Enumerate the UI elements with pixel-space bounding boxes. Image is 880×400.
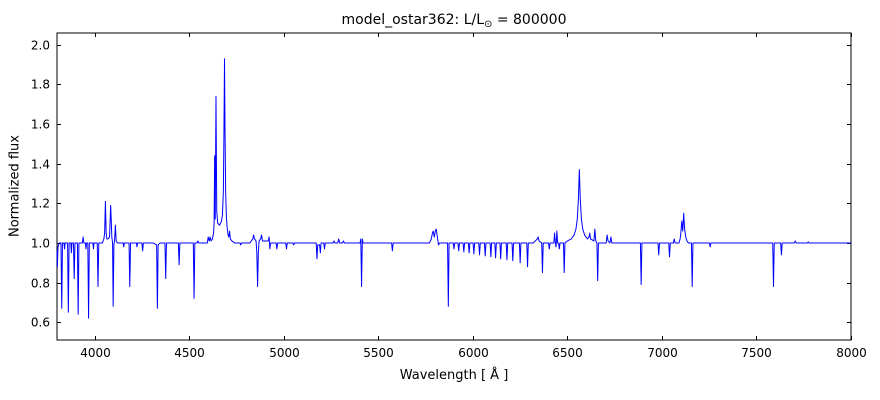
y-tick-label: 0.6 [31, 316, 50, 330]
y-tick-label: 1.0 [31, 237, 50, 251]
x-tick-label: 8000 [836, 346, 867, 360]
plot-title-suffix: = 800000 [492, 12, 567, 28]
x-tick-label: 4000 [80, 346, 111, 360]
y-tick-label: 1.8 [31, 78, 50, 92]
y-axis-label: Normalized flux [7, 135, 23, 237]
x-tick-label: 5500 [363, 346, 394, 360]
sun-symbol: ⊙ [484, 19, 493, 30]
plot-title-prefix: model_ostar362: L/L [341, 12, 485, 28]
y-tick-label: 0.8 [31, 277, 50, 291]
x-tick-label: 5000 [269, 346, 300, 360]
y-tick-label: 1.4 [31, 158, 50, 172]
x-tick-label: 7000 [647, 346, 678, 360]
x-tick-label: 4500 [174, 346, 205, 360]
x-tick-label: 7500 [741, 346, 772, 360]
x-axis-label: Wavelength [ Å ] [399, 368, 509, 383]
axes-frame [56, 32, 852, 341]
x-tick-label: 6500 [552, 346, 583, 360]
x-tick-label: 6000 [458, 346, 489, 360]
spectrum-line [56, 58, 852, 319]
y-tick-label: 1.2 [31, 197, 50, 211]
y-tick-label: 2.0 [31, 39, 50, 53]
plot-title: model_ostar362: L/L⊙ = 800000 [342, 12, 567, 30]
y-tick-label: 1.6 [31, 118, 50, 132]
